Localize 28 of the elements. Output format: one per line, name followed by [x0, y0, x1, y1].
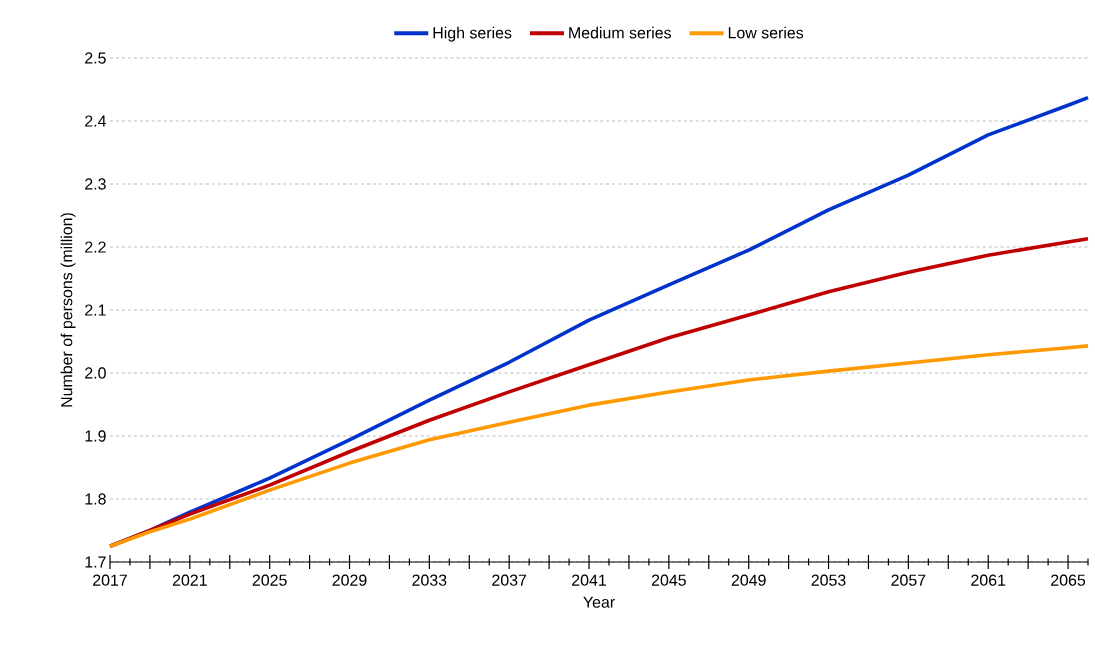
y-tick-label: 1.9 [85, 430, 106, 442]
x-tick-label: 2037 [492, 574, 527, 586]
x-tick-label: 2017 [93, 574, 127, 586]
y-axis-title: Number of persons (million) [60, 213, 76, 407]
x-tick-label: 2053 [811, 574, 846, 586]
x-tick-label: 2065 [1051, 574, 1086, 586]
y-tick-label: 2.0 [85, 367, 106, 379]
x-tick-label: 2041 [572, 574, 606, 586]
y-tick-label: 2.2 [85, 241, 106, 253]
x-tick-label: 2029 [332, 574, 367, 586]
y-tick-label: 2.1 [85, 304, 106, 316]
x-tick-label: 2061 [971, 574, 1006, 586]
line-series [108, 344, 1090, 549]
x-tick-label: 2057 [891, 574, 926, 586]
x-tick-label: 2033 [412, 574, 447, 586]
x-tick-label: 2025 [252, 574, 287, 586]
x-axis-title: Year [583, 596, 615, 608]
y-tick-label: 2.5 [85, 52, 106, 64]
legend-label: Medium series [569, 26, 671, 39]
x-tick-label: 2049 [731, 574, 766, 586]
y-tick-label: 2.4 [85, 115, 107, 127]
legend-label: High series [433, 26, 512, 42]
y-tick-label: 1.8 [85, 493, 106, 505]
y-tick-label: 1.7 [85, 556, 106, 568]
x-tick-label: 2045 [651, 574, 686, 586]
y-tick-label: 2.3 [85, 178, 106, 190]
x-tick-label: 2021 [172, 574, 207, 586]
legend-label: Low series [728, 26, 804, 39]
